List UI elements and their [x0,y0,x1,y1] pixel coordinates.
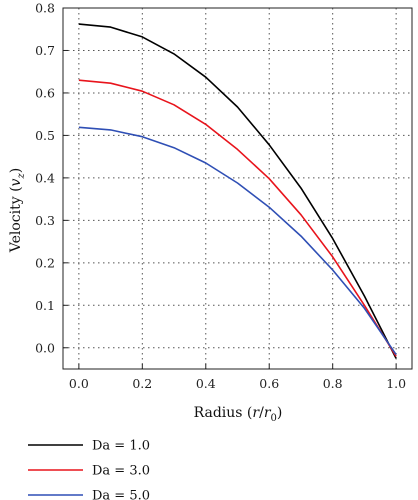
y-tick-label: 0.6 [35,85,55,100]
y-tick-label: 0.4 [35,170,55,185]
x-tick-label: 0.2 [132,376,152,391]
legend-label: Da = 3.0 [92,464,150,479]
x-tick-label: 1.0 [386,376,406,391]
plot-frame [62,7,413,370]
axis-ticks: 0.0 0.2 0.4 0.6 0.8 1.0 0.0 0.1 0.2 0.3 0.4 0.5 0.6 0… [35,1,406,392]
y-axis-title: Velocity (vz) [8,168,27,253]
x-axis-title: Radius (r/r0) [194,405,283,424]
y-tick-label: 0.5 [35,128,55,143]
x-tick-label: 0.4 [196,376,216,391]
series-line-2 [78,79,397,357]
series-lines [78,23,397,359]
y-tick-label: 0.8 [35,1,55,16]
legend-label: Da = 1.0 [92,439,150,454]
series-line-3 [78,126,397,356]
y-tick-label: 0.3 [35,213,55,228]
grid [63,7,412,369]
x-tick-label: 0.0 [69,376,89,391]
y-tick-label: 0.2 [35,255,55,270]
legend-label: Da = 5.0 [92,489,150,500]
series-line-1 [78,23,397,359]
x-tick-label: 0.6 [259,376,279,391]
y-tick-label: 0.7 [35,43,55,58]
y-tick-label: 0.1 [35,298,55,313]
y-tick-label: 0.0 [35,340,55,355]
legend: Da = 1.0 Da = 3.0 Da = 5.0 [28,439,150,500]
x-tick-label: 0.8 [323,376,343,391]
